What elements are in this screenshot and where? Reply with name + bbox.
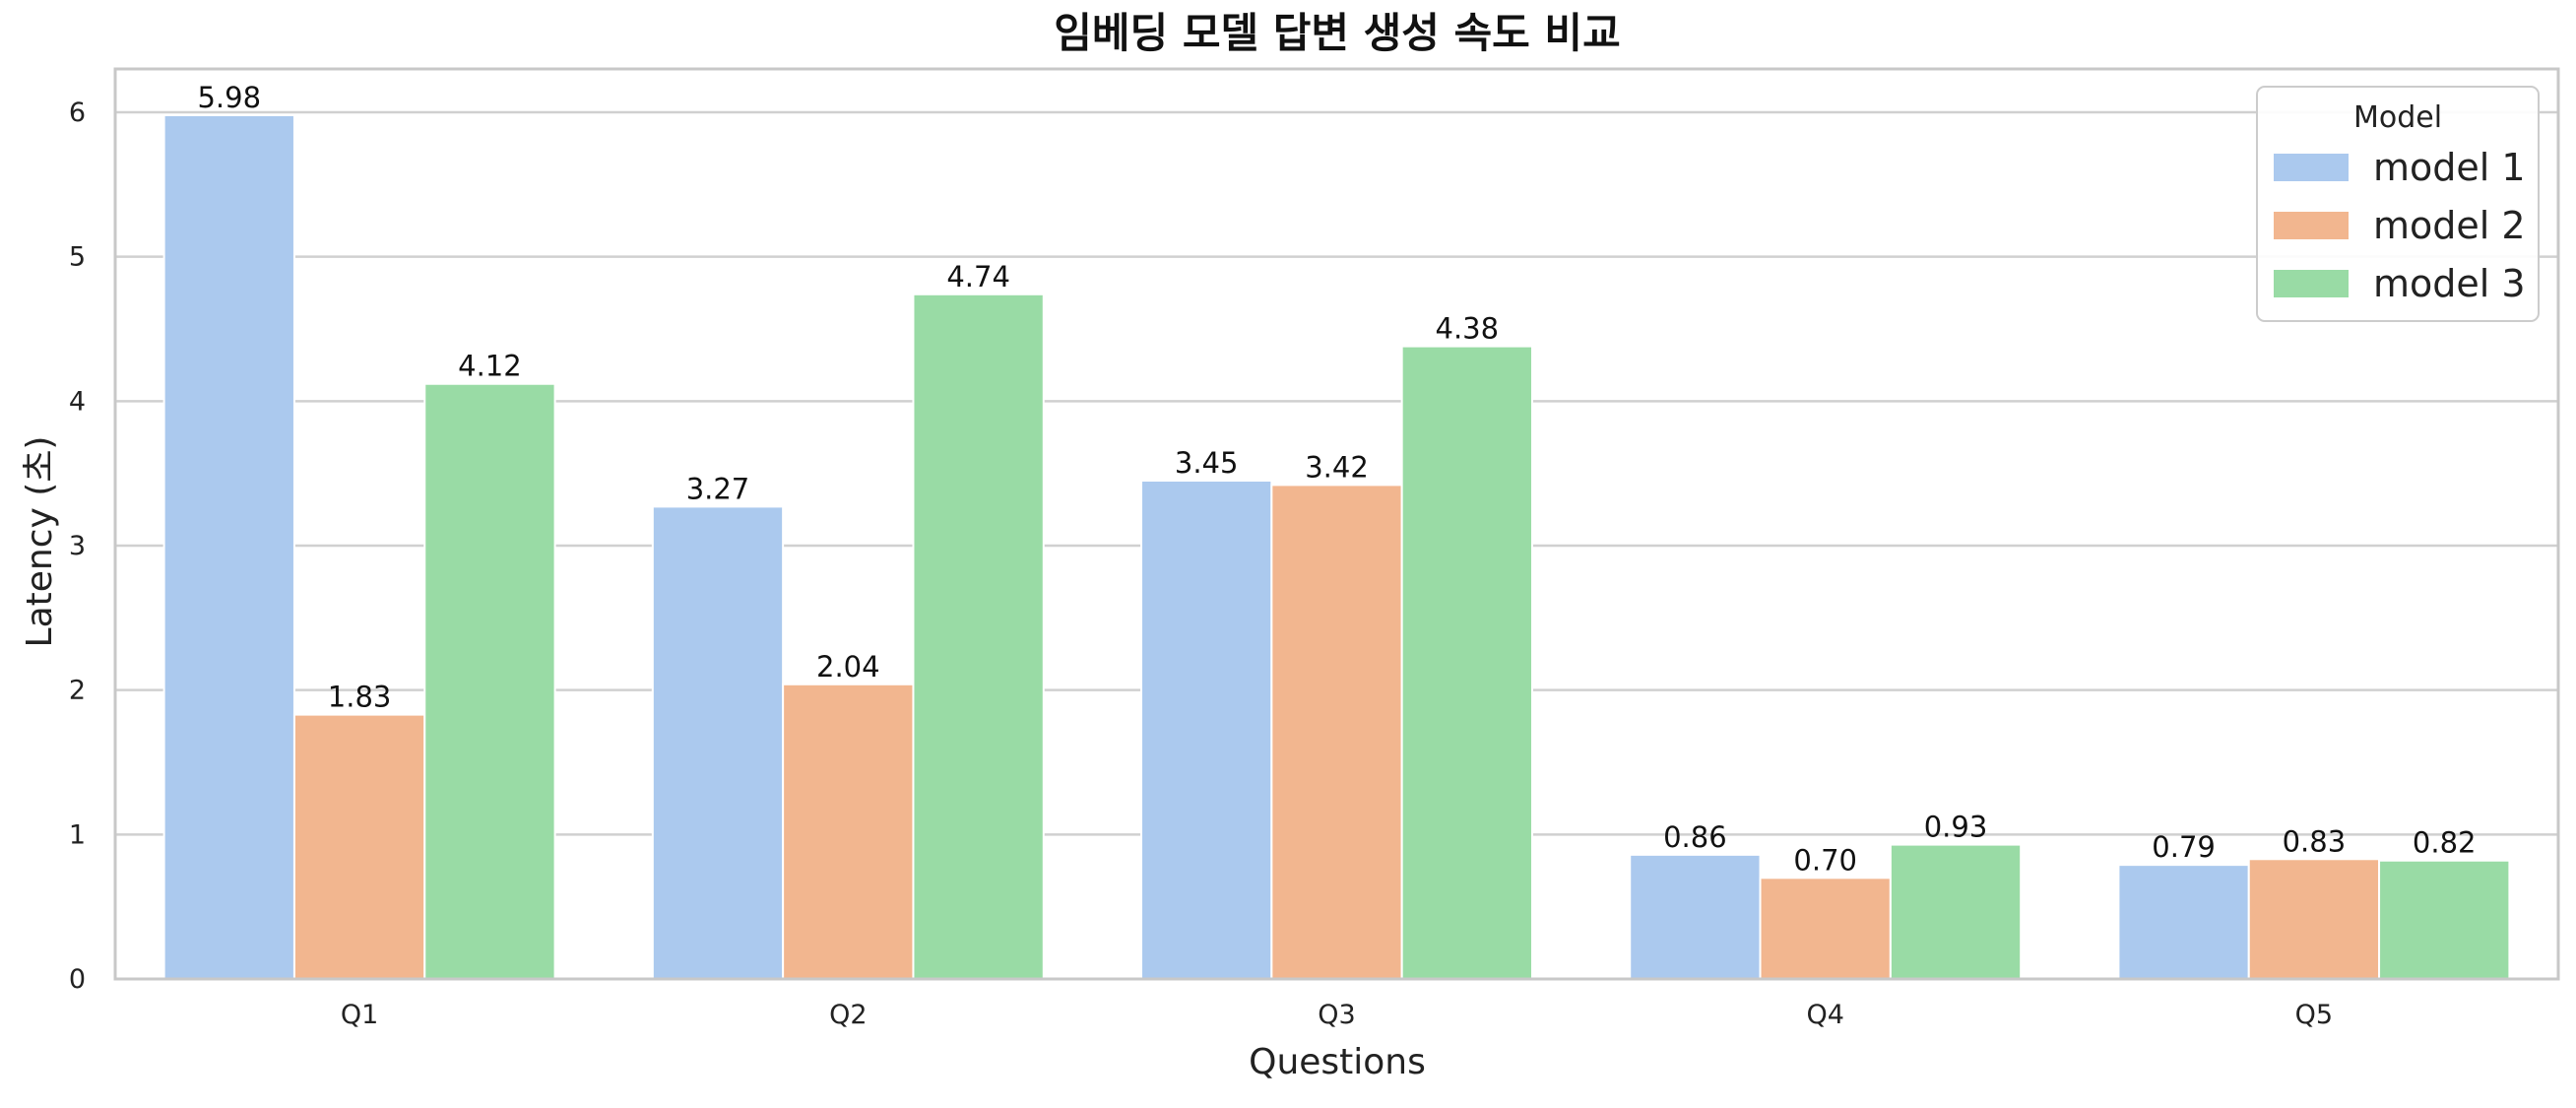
bar-label-layer: 5.98 1.83 4.12 3.27 2.04 4.74 3.45 3.42 4.38 0.86… (197, 81, 2476, 877)
y-axis-label: Latency (초) (20, 436, 60, 648)
bar (782, 683, 915, 980)
bar (2378, 859, 2511, 981)
x-axis-label: Questions (1249, 1042, 1426, 1082)
bar-value-label: 0.93 (1924, 811, 1988, 844)
x-tick-label: Q1 (341, 1000, 378, 1030)
y-tick-label: 2 (69, 676, 86, 706)
legend-label: model 1 (2373, 146, 2526, 189)
bar (1400, 345, 1533, 981)
y-tick-label: 6 (69, 98, 86, 128)
bar (912, 293, 1045, 980)
bar-value-label: 0.82 (2413, 826, 2477, 860)
bar-value-label: 2.04 (816, 650, 880, 684)
y-tick-label: 0 (69, 964, 86, 995)
bar-value-label: 5.98 (197, 81, 261, 114)
bar (2117, 864, 2250, 981)
bar-value-label: 0.83 (2283, 824, 2347, 858)
chart-title: 임베딩 모델 답변 생성 속도 비교 (1054, 9, 1620, 57)
axis-layer: 0 1 2 3 4 5 6 Q1 Q2 Q3 Q4 Q5 (69, 67, 2560, 1030)
bar (2247, 858, 2381, 980)
x-tick-label: Q3 (1318, 1000, 1355, 1030)
x-tick-label: Q4 (1806, 1000, 1843, 1030)
bar-value-label: 3.45 (1175, 446, 1239, 480)
legend-box (2256, 86, 2540, 322)
y-tick-label: 3 (69, 531, 86, 561)
bar (1759, 877, 1892, 980)
bar (1889, 843, 2023, 980)
legend: Model model 1 model 2 model 3 (2256, 86, 2540, 322)
x-tick-label: Q2 (829, 1000, 867, 1030)
bar-value-label: 0.79 (2152, 830, 2216, 864)
bar (423, 382, 556, 980)
y-tick-label: 1 (69, 819, 86, 850)
y-tick-label: 4 (69, 386, 86, 417)
bar (292, 713, 426, 980)
bar-value-label: 0.86 (1663, 820, 1727, 854)
bar-value-label: 0.70 (1793, 843, 1857, 877)
bar-value-label: 3.27 (686, 472, 750, 505)
legend-swatch (2274, 154, 2349, 181)
bar (651, 505, 785, 981)
plot-frame (113, 67, 2560, 981)
legend-label: model 3 (2373, 262, 2526, 305)
y-tick-label: 5 (69, 242, 86, 273)
legend-items: model 1 model 2 model 3 (2274, 146, 2526, 305)
bar-value-label: 4.12 (458, 350, 522, 383)
x-tick-label: Q5 (2295, 1000, 2333, 1030)
bar (1629, 853, 1762, 980)
bar (1270, 484, 1403, 980)
bar (162, 113, 295, 980)
legend-swatch (2274, 212, 2349, 239)
legend-title: Model (2353, 100, 2442, 135)
legend-swatch (2274, 270, 2349, 297)
bar (1140, 480, 1273, 980)
bar-value-label: 4.38 (1436, 312, 1500, 346)
bar-value-label: 1.83 (328, 681, 392, 714)
legend-label: model 2 (2373, 204, 2526, 247)
bar-value-label: 4.74 (946, 260, 1010, 293)
bar-value-label: 3.42 (1305, 450, 1369, 484)
